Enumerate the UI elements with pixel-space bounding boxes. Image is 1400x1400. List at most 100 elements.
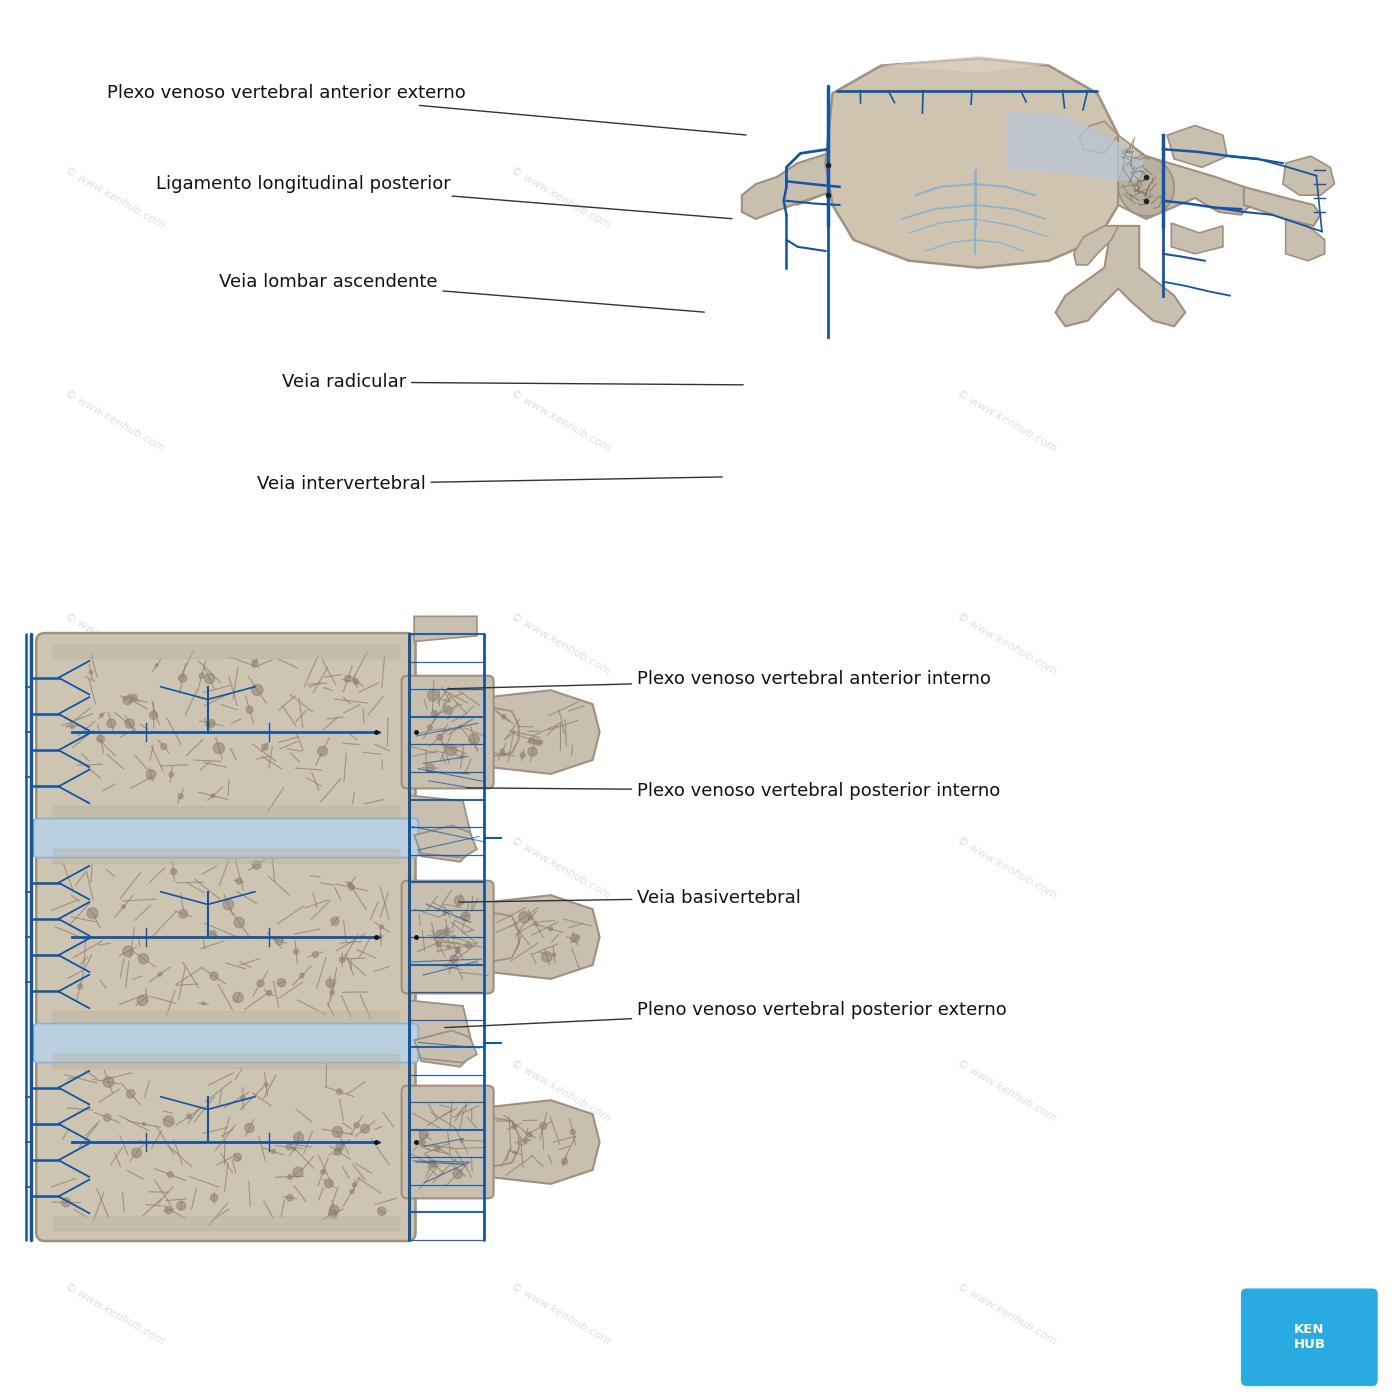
Text: Ligamento longitudinal posterior: Ligamento longitudinal posterior [157,175,732,218]
Polygon shape [410,1001,475,1067]
Polygon shape [1119,153,1250,218]
Circle shape [344,676,351,682]
Circle shape [168,1172,174,1177]
Circle shape [62,1198,70,1207]
FancyBboxPatch shape [36,839,416,1036]
Circle shape [143,1123,146,1126]
Circle shape [330,991,335,995]
Circle shape [266,990,272,995]
Polygon shape [1079,122,1119,154]
Circle shape [223,899,234,910]
Circle shape [179,910,188,918]
Text: © www.kenhub.com: © www.kenhub.com [510,165,612,231]
FancyBboxPatch shape [402,1086,494,1198]
Polygon shape [414,826,477,858]
Circle shape [252,659,258,665]
Text: © www.kenhub.com: © www.kenhub.com [955,612,1058,678]
Circle shape [106,720,116,728]
Circle shape [130,694,137,701]
Circle shape [330,917,339,925]
Circle shape [199,673,204,678]
FancyBboxPatch shape [1240,1288,1378,1386]
Circle shape [99,714,104,717]
Circle shape [287,1194,293,1201]
Circle shape [294,1133,304,1142]
Circle shape [234,1154,241,1161]
Circle shape [206,722,210,727]
Polygon shape [489,1100,599,1184]
Circle shape [542,952,552,962]
Text: © www.kenhub.com: © www.kenhub.com [63,1058,167,1123]
Circle shape [342,1141,344,1145]
Polygon shape [1074,225,1119,265]
Polygon shape [414,1030,477,1063]
Circle shape [137,995,147,1005]
Circle shape [427,690,438,701]
Circle shape [426,764,434,773]
Circle shape [561,1158,567,1165]
Circle shape [528,748,538,756]
Polygon shape [1119,136,1147,218]
Text: Plexo venoso vertebral anterior interno: Plexo venoso vertebral anterior interno [448,671,991,689]
Circle shape [122,904,126,909]
Circle shape [361,1124,370,1133]
Polygon shape [1007,112,1144,181]
Circle shape [164,1116,174,1127]
Text: Veia intervertebral: Veia intervertebral [256,475,722,493]
Circle shape [447,945,451,948]
Polygon shape [777,164,833,204]
Circle shape [461,755,463,757]
Circle shape [349,885,354,890]
Text: © www.kenhub.com: © www.kenhub.com [510,834,612,900]
Circle shape [293,1168,304,1177]
Circle shape [522,1138,528,1144]
Polygon shape [489,707,519,757]
Circle shape [437,734,442,741]
Circle shape [469,734,479,745]
Polygon shape [1172,223,1224,253]
Circle shape [536,739,542,746]
Circle shape [237,878,242,885]
Circle shape [123,946,133,956]
Circle shape [97,735,105,742]
Circle shape [77,984,83,988]
Circle shape [165,1207,172,1214]
Polygon shape [1285,218,1324,260]
Circle shape [435,930,445,939]
Circle shape [435,1145,441,1151]
Circle shape [265,1082,267,1086]
Circle shape [336,1144,343,1151]
Text: Plexo venoso vertebral posterior interno: Plexo venoso vertebral posterior interno [466,781,1001,799]
Circle shape [211,794,216,798]
Text: © www.kenhub.com: © www.kenhub.com [63,165,167,231]
Circle shape [553,953,556,956]
Text: © www.kenhub.com: © www.kenhub.com [955,1281,1058,1347]
Text: Veia lombar ascendente: Veia lombar ascendente [218,273,704,312]
Circle shape [570,1130,575,1134]
Text: © www.kenhub.com: © www.kenhub.com [510,388,612,454]
Circle shape [294,949,298,953]
Circle shape [452,935,456,939]
Circle shape [300,973,304,977]
Circle shape [571,934,580,942]
Circle shape [210,1194,218,1201]
Circle shape [449,955,458,963]
Circle shape [318,746,328,756]
Circle shape [512,1151,515,1154]
Text: Pleno venoso vertebral posterior externo: Pleno venoso vertebral posterior externo [445,1001,1007,1028]
Circle shape [335,1148,342,1155]
Circle shape [104,1077,113,1088]
Circle shape [461,1140,463,1142]
Circle shape [213,742,224,753]
Circle shape [161,743,167,749]
Circle shape [427,725,433,729]
Circle shape [353,1183,357,1187]
Circle shape [528,916,532,920]
Circle shape [123,696,132,704]
Circle shape [245,1123,253,1133]
Circle shape [500,749,504,753]
Circle shape [158,973,162,976]
FancyBboxPatch shape [402,676,494,788]
Circle shape [347,882,353,886]
Circle shape [339,956,344,962]
